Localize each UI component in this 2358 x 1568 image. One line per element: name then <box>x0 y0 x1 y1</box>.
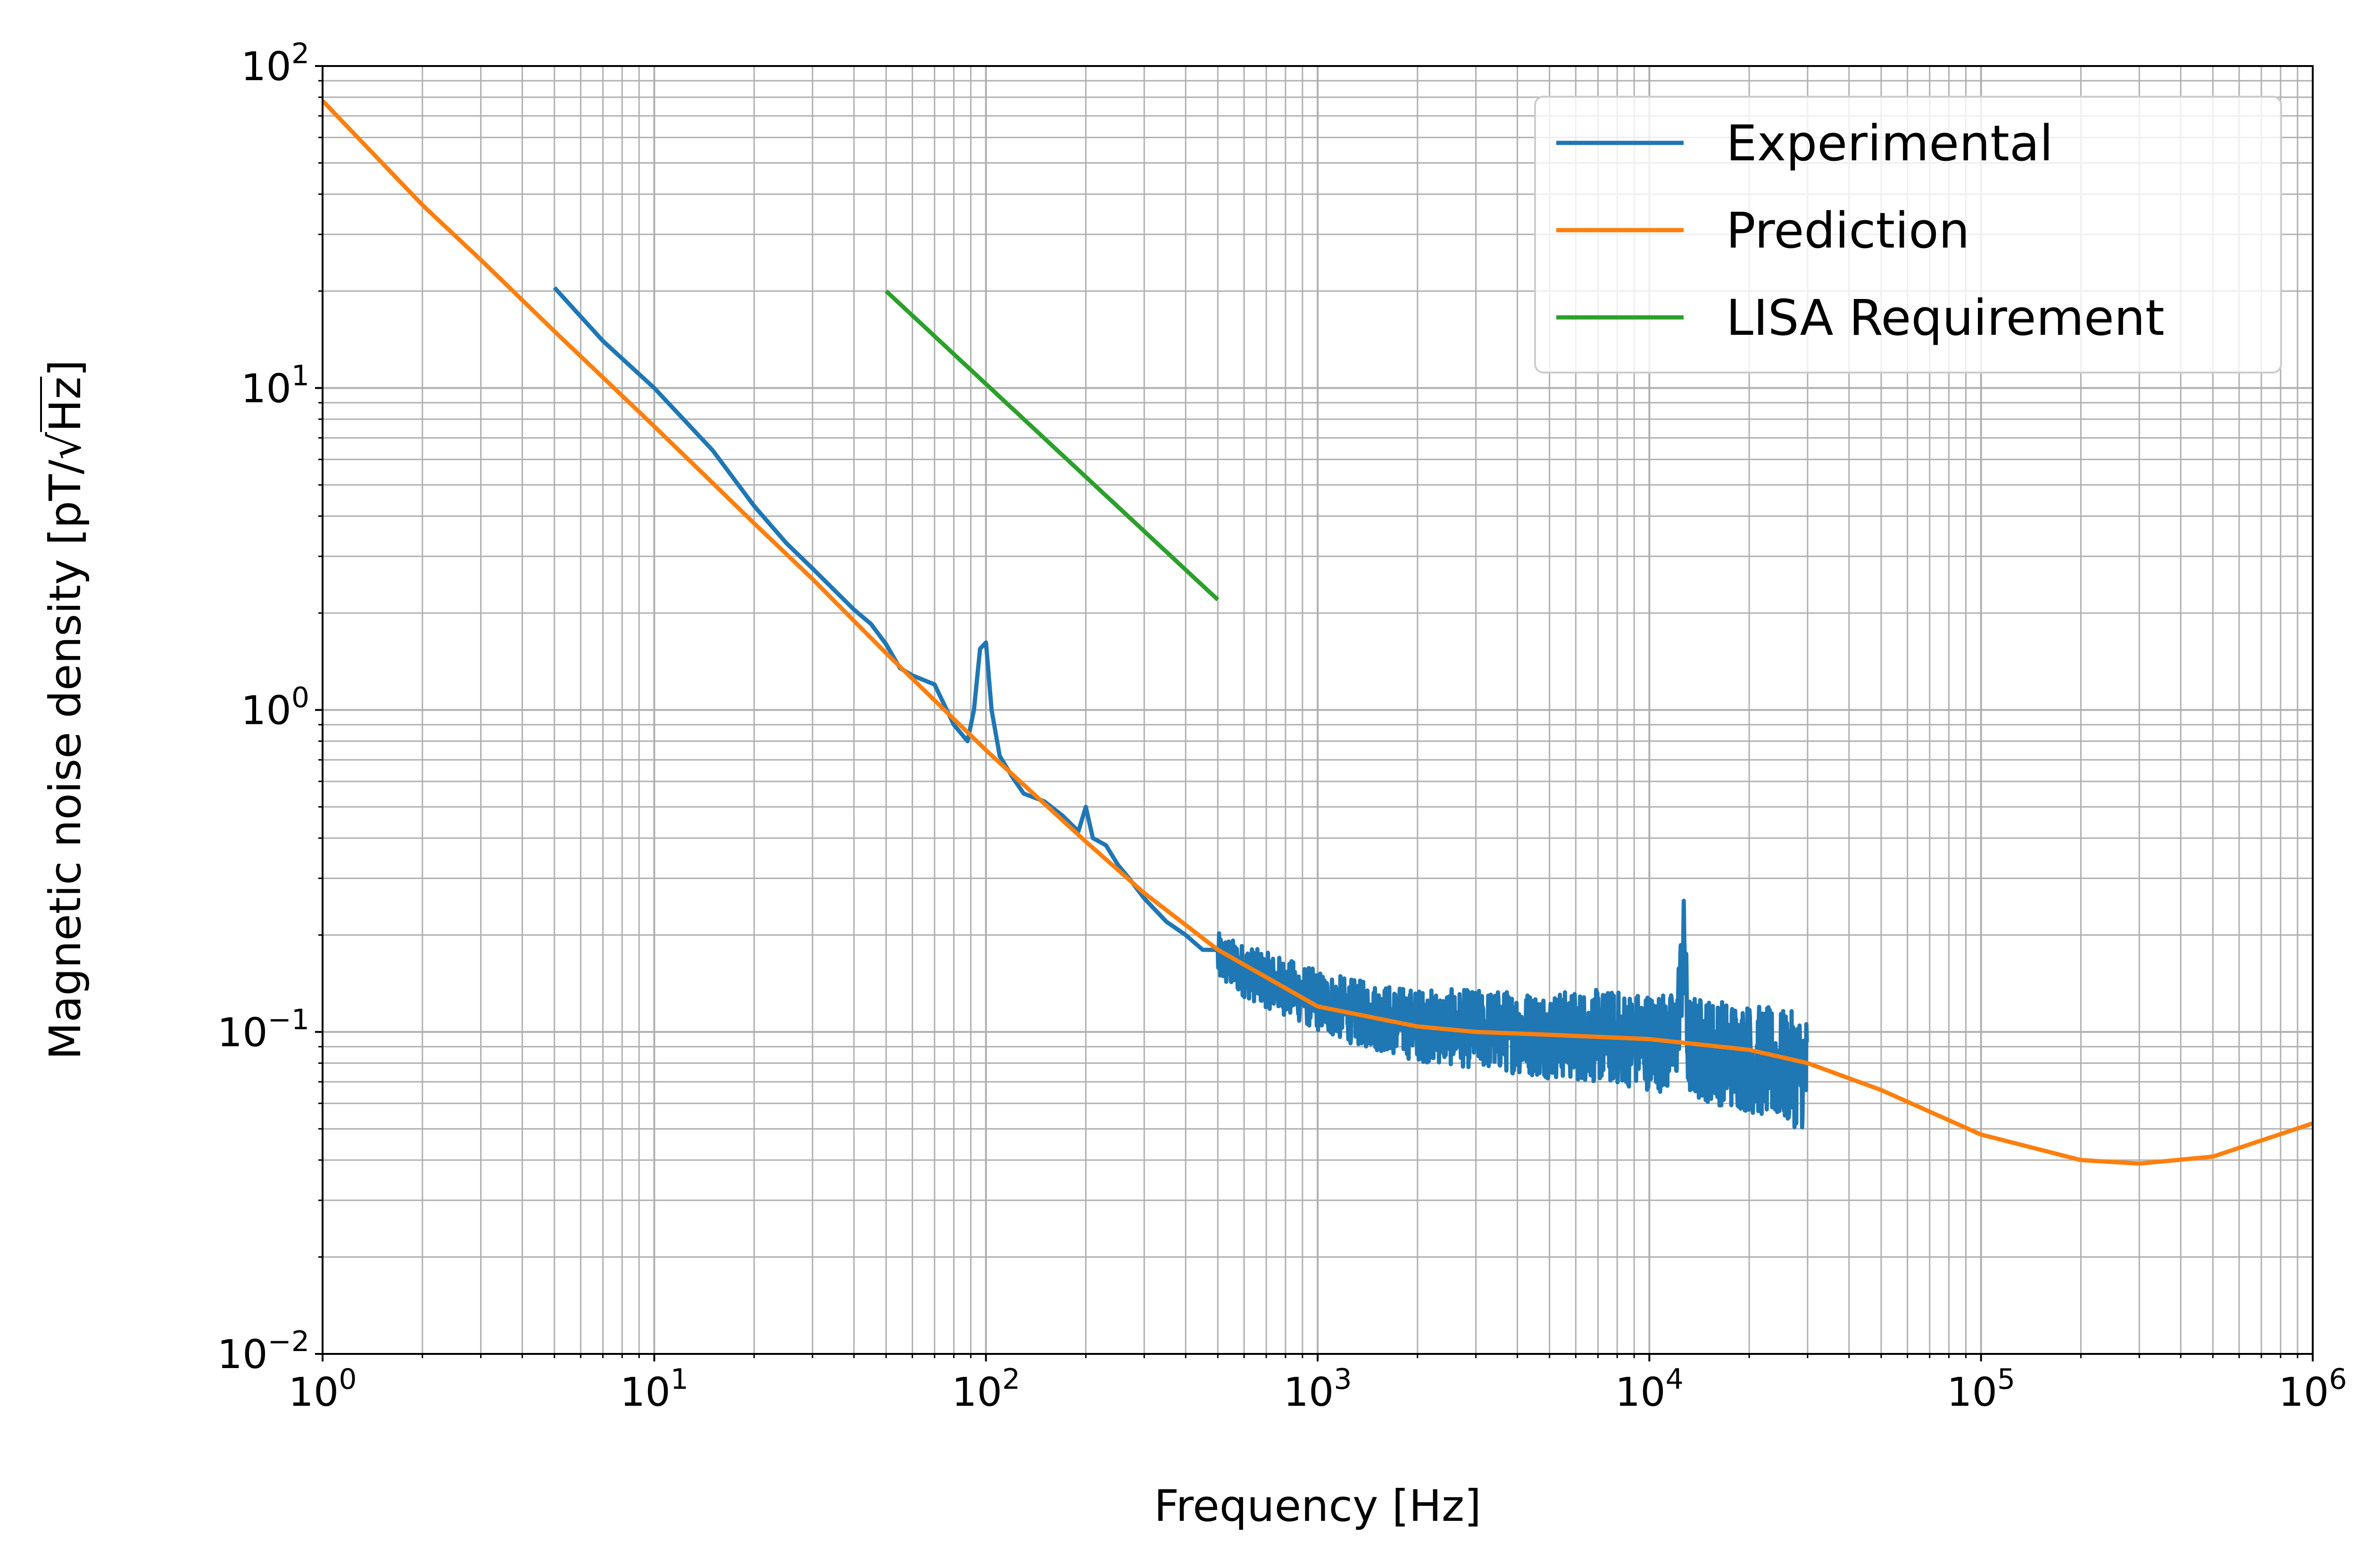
lisa-requirement-line <box>884 289 1220 601</box>
x-tick-label-base: 10 <box>952 1369 1002 1415</box>
y-axis-title-suffix: ] <box>40 360 91 377</box>
y-tick-label-base: 10 <box>241 688 291 734</box>
x-tick-label: 104 <box>1615 1363 1684 1415</box>
y-axis-title-radicand: Hz <box>40 377 91 432</box>
x-tick-label-exponent: 4 <box>1666 1363 1684 1396</box>
x-tick-label-exponent: 5 <box>1997 1363 2015 1396</box>
y-tick-label: 101 <box>241 359 309 412</box>
y-tick-label-exponent: 2 <box>291 37 309 70</box>
x-tick-label: 100 <box>288 1363 357 1415</box>
x-tick-label-base: 10 <box>620 1369 671 1415</box>
axis-ticks <box>315 65 2314 1361</box>
series-layer <box>323 99 2313 1166</box>
y-axis-title-prefix: Magnetic noise density [pT/ <box>40 460 91 1060</box>
y-tick-label: 10−1 <box>217 1003 309 1055</box>
legend: Experimental Prediction LISA Requirement <box>1534 96 2282 373</box>
y-tick-label-exponent: 1 <box>291 359 309 392</box>
x-axis-title: Frequency [Hz] <box>1154 1481 1481 1531</box>
x-tick-label: 101 <box>620 1363 689 1415</box>
x-tick-label-exponent: 0 <box>339 1363 357 1396</box>
x-tick-labels: 100 101 102 103 104 105 106 <box>288 1363 2347 1415</box>
y-tick-label-exponent: −2 <box>268 1325 309 1358</box>
y-tick-label-exponent: 0 <box>291 681 309 714</box>
x-tick-label-base: 10 <box>1947 1369 1997 1415</box>
x-tick-label-exponent: 3 <box>1334 1363 1352 1396</box>
svg-text:Magnetic noise density [pT/√Hz: Magnetic noise density [pT/√Hz] <box>40 360 91 1060</box>
y-axis-title: Magnetic noise density [pT/√Hz] <box>40 360 91 1060</box>
x-tick-label-base: 10 <box>2278 1369 2329 1415</box>
y-axis-title-radical: √ <box>40 432 91 460</box>
prediction-line <box>323 99 2313 1166</box>
y-tick-label-base: 10 <box>241 365 291 412</box>
legend-label-prediction: Prediction <box>1726 202 1970 259</box>
y-tick-label-base: 10 <box>217 1009 268 1055</box>
x-tick-label: 103 <box>1283 1363 1352 1415</box>
x-tick-label: 105 <box>1947 1363 2015 1415</box>
x-tick-label-base: 10 <box>1283 1369 1334 1415</box>
x-tick-label-exponent: 2 <box>1002 1363 1020 1396</box>
y-tick-label-exponent: −1 <box>268 1003 309 1036</box>
legend-label-lisa-requirement: LISA Requirement <box>1726 289 2165 347</box>
x-tick-label-base: 10 <box>1615 1369 1666 1415</box>
legend-label-experimental: Experimental <box>1726 115 2053 172</box>
x-tick-label: 102 <box>952 1363 1020 1415</box>
y-tick-label: 10−2 <box>217 1325 309 1377</box>
y-tick-label-base: 10 <box>241 43 291 90</box>
legend-box <box>1534 96 2282 373</box>
y-tick-label-base: 10 <box>217 1331 268 1377</box>
x-tick-label: 106 <box>2278 1363 2347 1415</box>
y-tick-label: 100 <box>241 681 309 734</box>
x-tick-label-exponent: 1 <box>671 1363 689 1396</box>
x-tick-label-exponent: 6 <box>2329 1363 2347 1396</box>
y-tick-label: 102 <box>241 37 309 90</box>
x-tick-label-base: 10 <box>288 1369 339 1415</box>
